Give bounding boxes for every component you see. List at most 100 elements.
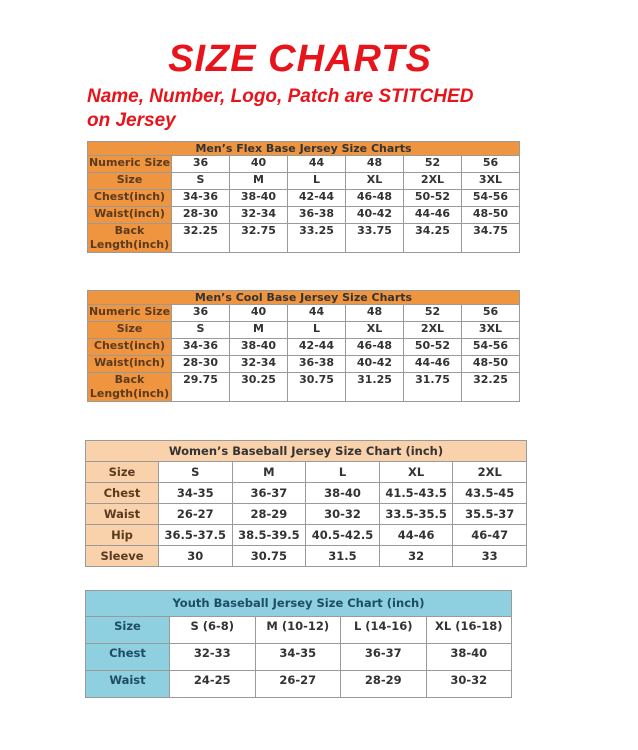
table-cell: L xyxy=(305,461,380,483)
table-caption: Women’s Baseball Jersey Size Chart (inch… xyxy=(85,440,527,462)
table-cell: M (10-12) xyxy=(254,616,341,644)
row-label: Back Length(inch) xyxy=(87,372,172,402)
table-caption: Men’s Flex Base Jersey Size Charts xyxy=(87,141,520,156)
table-cell: 48 xyxy=(345,304,404,322)
table-cell: 33.25 xyxy=(287,223,346,253)
table-cell: 31.5 xyxy=(305,545,380,567)
table-row: Size S M L XL 2XL 3XL xyxy=(87,172,520,190)
table-cell: 54-56 xyxy=(461,338,520,356)
table-cell: 40-42 xyxy=(345,206,404,224)
table-cell: 36-38 xyxy=(287,355,346,373)
row-label: Back Length(inch) xyxy=(87,223,172,253)
table-cell: 56 xyxy=(461,155,520,173)
table-cell: 30.25 xyxy=(229,372,288,402)
table-cell: 44 xyxy=(287,155,346,173)
table-cell: 36-38 xyxy=(287,206,346,224)
table-cell: 44-46 xyxy=(403,355,462,373)
table-cell: L xyxy=(287,172,346,190)
row-label: Chest(inch) xyxy=(87,189,172,207)
table-cell: 40 xyxy=(229,155,288,173)
table-cell: 46-48 xyxy=(345,338,404,356)
table-cell: 33.5-35.5 xyxy=(378,503,454,525)
table-cell: 30-32 xyxy=(305,503,380,525)
table-cell: 33 xyxy=(452,545,527,567)
table-row: Chest 34-35 36-37 38-40 41.5-43.5 43.5-45 xyxy=(85,482,527,504)
table-cell: 32.25 xyxy=(461,372,520,402)
table-caption-row: Men’s Cool Base Jersey Size Charts xyxy=(87,290,520,305)
table-cell: 24-25 xyxy=(169,670,256,698)
table-row: Hip 36.5-37.5 38.5-39.5 40.5-42.5 44-46 46-47 xyxy=(85,524,527,546)
table-cell: 44 xyxy=(287,304,346,322)
table-cell: 44-46 xyxy=(378,524,454,546)
row-label: Chest xyxy=(85,482,159,504)
page-title: SIZE CHARTS xyxy=(168,38,432,80)
table-cell: L xyxy=(287,321,346,339)
table-cell: 44-46 xyxy=(403,206,462,224)
table-row: Numeric Size 36 40 44 48 52 56 xyxy=(87,304,520,322)
table-row: Waist(inch) 28-30 32-34 36-38 40-42 44-46 48-5… xyxy=(87,355,520,373)
row-label: Chest(inch) xyxy=(87,338,172,356)
table-row: Sleeve 30 30.75 31.5 32 33 xyxy=(85,545,527,567)
youth-baseball-size-table: Youth Baseball Jersey Size Chart (inch) S… xyxy=(85,590,512,698)
table-cell: 50-52 xyxy=(403,189,462,207)
table-cell: 46-48 xyxy=(345,189,404,207)
table-cell: XL xyxy=(378,461,454,483)
table-cell: 50-52 xyxy=(403,338,462,356)
table-cell: 48-50 xyxy=(461,206,520,224)
row-label: Size xyxy=(87,172,172,190)
table-cell: 38.5-39.5 xyxy=(231,524,307,546)
table-caption-row: Women’s Baseball Jersey Size Chart (inch… xyxy=(85,440,527,462)
table-row: Waist 26-27 28-29 30-32 33.5-35.5 35.5-37 xyxy=(85,503,527,525)
table-cell: 42-44 xyxy=(287,189,346,207)
table-cell: 48 xyxy=(345,155,404,173)
table-cell: 34.75 xyxy=(461,223,520,253)
table-cell: 46-47 xyxy=(452,524,527,546)
table-cell: XL xyxy=(345,172,404,190)
row-label: Waist(inch) xyxy=(87,355,172,373)
subtitle-line-2: on Jersey xyxy=(87,110,176,131)
table-row: Size S (6-8) M (10-12) L (14-16) XL (16-18) xyxy=(85,616,512,644)
table-cell: M xyxy=(229,172,288,190)
table-row: Back Length(inch) 29.75 30.25 30.75 31.25 31.… xyxy=(87,372,520,402)
table-cell: 38-40 xyxy=(425,643,512,671)
table-cell: M xyxy=(231,461,307,483)
table-cell: 36.5-37.5 xyxy=(158,524,233,546)
row-label: Size xyxy=(85,461,159,483)
table-cell: 34-36 xyxy=(171,338,230,356)
table-cell: 36 xyxy=(171,155,230,173)
row-label: Chest xyxy=(85,643,170,671)
table-cell: 30-32 xyxy=(425,670,512,698)
table-row: Waist(inch) 28-30 32-34 36-38 40-42 44-46 48-5… xyxy=(87,206,520,224)
table-cell: 34-35 xyxy=(158,482,233,504)
table-cell: 30.75 xyxy=(287,372,346,402)
table-cell: 28-29 xyxy=(231,503,307,525)
mens-cool-base-size-table: Men’s Cool Base Jersey Size Charts Numeri… xyxy=(87,290,520,402)
table-row: Numeric Size 36 40 44 48 52 56 xyxy=(87,155,520,173)
table-cell: 41.5-43.5 xyxy=(378,482,454,504)
table-cell: S xyxy=(171,321,230,339)
table-cell: 36-37 xyxy=(231,482,307,504)
table-cell: 32 xyxy=(378,545,454,567)
table-row: Back Length(inch) 32.25 32.75 33.25 33.75 34.… xyxy=(87,223,520,253)
row-label: Sleeve xyxy=(85,545,159,567)
table-row: Waist 24-25 26-27 28-29 30-32 xyxy=(85,670,512,698)
table-cell: 28-30 xyxy=(171,355,230,373)
table-cell: 32-34 xyxy=(229,355,288,373)
womens-baseball-size-table: Women’s Baseball Jersey Size Chart (inch… xyxy=(85,440,527,567)
row-label: Hip xyxy=(85,524,159,546)
row-label: Numeric Size xyxy=(87,155,172,173)
table-cell: 38-40 xyxy=(229,189,288,207)
row-label: Waist xyxy=(85,503,159,525)
table-cell: 34-35 xyxy=(254,643,341,671)
table-cell: 36 xyxy=(171,304,230,322)
row-label: Waist xyxy=(85,670,170,698)
table-cell: 29.75 xyxy=(171,372,230,402)
row-label: Size xyxy=(85,616,170,644)
table-cell: 33.75 xyxy=(345,223,404,253)
table-cell: 26-27 xyxy=(158,503,233,525)
table-row: Chest 32-33 34-35 36-37 38-40 xyxy=(85,643,512,671)
table-cell: 38-40 xyxy=(229,338,288,356)
table-cell: 28-29 xyxy=(340,670,427,698)
table-cell: 42-44 xyxy=(287,338,346,356)
table-cell: 31.75 xyxy=(403,372,462,402)
